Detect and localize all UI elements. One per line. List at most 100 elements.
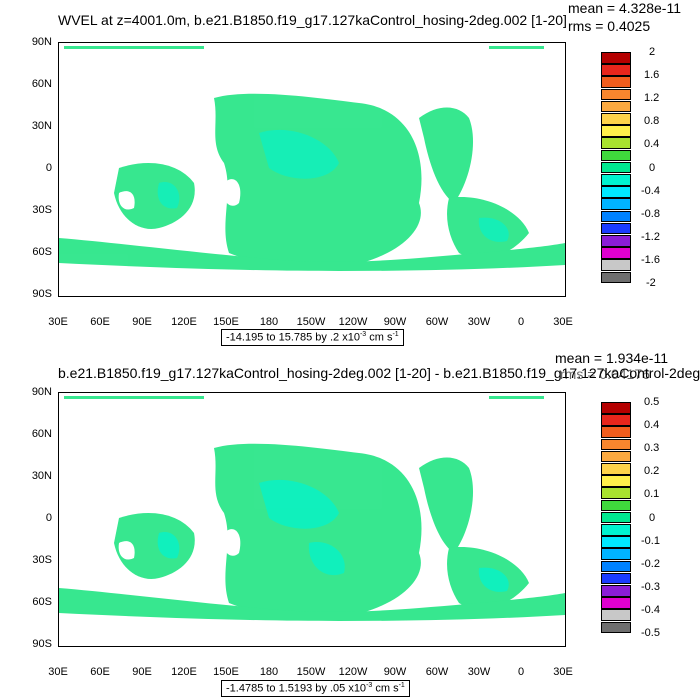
panel2-colorbar-swatch [601, 426, 631, 438]
panel1-colorbar-swatch [601, 137, 631, 149]
panel1-ytick: 30S [32, 204, 52, 216]
panel1-colorbar-label: -0.4 [641, 185, 660, 197]
panel1-xtick: 30W [467, 316, 491, 328]
panel1-colorbar-swatch [601, 88, 631, 101]
panel2-mean: mean = 1.934e-11 [555, 350, 668, 366]
panel1-colorbar-label: -2 [646, 277, 656, 289]
panel1-colorbar-label: -1.2 [641, 231, 660, 243]
panel1-colorbar-label: 0.8 [644, 115, 660, 127]
panel2-colorbar-label: -0.2 [641, 558, 660, 570]
panel1-colorbar-swatch [601, 271, 631, 284]
panel1-colorbar-swatch [601, 174, 631, 186]
panel2-rms: rms = 0.04176 [560, 366, 650, 382]
panel2-ytick: 30S [32, 554, 52, 566]
panel2-colorbar-swatch [601, 621, 631, 634]
panel2-colorbar-swatch [601, 536, 631, 548]
panel1-xtick: 150E [213, 316, 239, 328]
panel1-range-exp: -3 [359, 331, 367, 338]
panel1-range-unit: cm s [366, 331, 393, 344]
panel2-xtick: 60W [425, 666, 449, 678]
panel1-xtick: 0 [517, 316, 525, 328]
panel2-xtick: 150W [296, 666, 326, 678]
panel2-colorbar-swatch [601, 585, 631, 597]
panel1-colorbar-label: 1.2 [644, 92, 660, 104]
panel2-colorbar-label: 0.4 [644, 419, 660, 431]
panel2-colorbar-swatch [601, 487, 631, 499]
panel2-xtick: 30W [467, 666, 491, 678]
panel1-colorbar-label: 1.6 [644, 69, 660, 81]
panel1-colorbar-swatch [601, 64, 631, 76]
panel2-colorbar-label: -0.1 [641, 535, 660, 547]
panel2-range-unit: cm s [372, 682, 399, 695]
panel1-colorbar-label: 2 [649, 46, 656, 58]
panel2-ocean-field [59, 396, 565, 621]
panel2-title: b.e21.B1850.f19_g17.127kaControl_hosing-… [58, 365, 700, 381]
panel1-ytick: 90N [31, 36, 52, 48]
panel1-colorbar-swatch [601, 113, 631, 125]
panel2-ytick: 60N [31, 428, 52, 440]
panel2-xtick: 180 [259, 666, 279, 678]
panel2-xtick: 0 [517, 666, 525, 678]
panel1-ocean-field [59, 46, 565, 271]
panel1-colorbar-label: -0.8 [641, 208, 660, 220]
panel1-rms: rms = 0.4025 [568, 18, 651, 34]
panel1-colorbar-swatch [601, 222, 631, 235]
panel2-colorbar-label: -0.3 [641, 581, 660, 593]
panel2-ytick: 0 [45, 512, 52, 524]
panel2-colorbar-swatch [601, 511, 631, 524]
panel2-ytick: 30N [31, 470, 52, 482]
panel2-colorbar-label: 0.5 [644, 396, 660, 408]
panel1-ytick: 60N [31, 78, 52, 90]
panel1-colorbar-swatch [601, 161, 631, 174]
panel2-range-unit-exp: -1 [398, 682, 405, 689]
panel2-colorbar-swatch [601, 475, 631, 487]
panel1-range-prefix: -14.195 to 15.785 by .2 x10 [226, 331, 360, 344]
panel1-ytick: 90S [32, 288, 52, 300]
panel2-colorbar-swatch [601, 524, 631, 536]
panel1-map [58, 42, 566, 297]
panel1-colorbar-swatch [601, 198, 631, 210]
panel1-xtick: 90E [132, 316, 152, 328]
panel2-xtick: 120W [338, 666, 368, 678]
panel1-colorbar-label: 0 [649, 162, 656, 174]
panel1-colorbar-swatch [601, 210, 631, 223]
panel1-mean: mean = 4.328e-11 [568, 0, 681, 16]
panel2-colorbar-label: -0.4 [641, 604, 660, 616]
panel2-colorbar-swatch [601, 499, 631, 512]
panel1-colorbar-swatch [601, 259, 631, 271]
panel2-xtick: 120E [171, 666, 197, 678]
panel2-ytick: 60S [32, 596, 52, 608]
panel2-ytick: 90S [32, 638, 52, 650]
panel2-colorbar-swatch [601, 609, 631, 621]
panel1-ytick: 0 [45, 162, 52, 174]
panel1-xtick: 90W [383, 316, 407, 328]
panel1-contour-range: -14.195 to 15.785 by .2 x10-3 cm s-1 [221, 329, 404, 346]
panel1-colorbar-swatch [601, 100, 631, 113]
panel2-xtick: 30E [553, 666, 573, 678]
panel1-xtick: 60W [425, 316, 449, 328]
panel1-colorbar-swatch [601, 186, 631, 198]
panel1-colorbar-label: -1.6 [641, 254, 660, 266]
panel1-colorbar-swatch [601, 235, 631, 247]
panel1-xtick: 30E [48, 316, 68, 328]
panel2-range-exp: -3 [366, 682, 373, 689]
panel2-contour-range: -1.4785 to 1.5193 by .05 x10-3 cm s-1 [221, 680, 410, 697]
panel1-colorbar-swatch [601, 149, 631, 162]
panel2-colorbar-swatch [601, 597, 631, 609]
panel2-colorbar-label: 0.2 [644, 465, 660, 477]
panel1-colorbar-swatch [601, 52, 631, 64]
panel2-colorbar-swatch [601, 402, 631, 414]
panel2-xtick: 150E [213, 666, 239, 678]
panel1-xtick: 180 [259, 316, 279, 328]
panel2-colorbar-swatch [601, 463, 631, 475]
panel2-map [58, 392, 566, 647]
panel2-colorbar: 0.5 0.4 0.3 0.2 0.1 0 -0.1 -0.2 -0.3 -0.… [601, 396, 671, 639]
panel2-colorbar-label: -0.5 [641, 627, 660, 639]
panel1-xtick: 120E [171, 316, 197, 328]
panel2-colorbar-label: 0 [649, 512, 656, 524]
panel2-colorbar-label: 0.3 [644, 442, 660, 454]
panel2-xtick: 90E [132, 666, 152, 678]
panel1-xtick: 60E [90, 316, 110, 328]
panel1-colorbar: 2 1.6 1.2 0.8 0.4 0 -0.4 -0.8 -1.2 -1.6 … [601, 46, 671, 289]
panel2-colorbar-swatch [601, 438, 631, 451]
